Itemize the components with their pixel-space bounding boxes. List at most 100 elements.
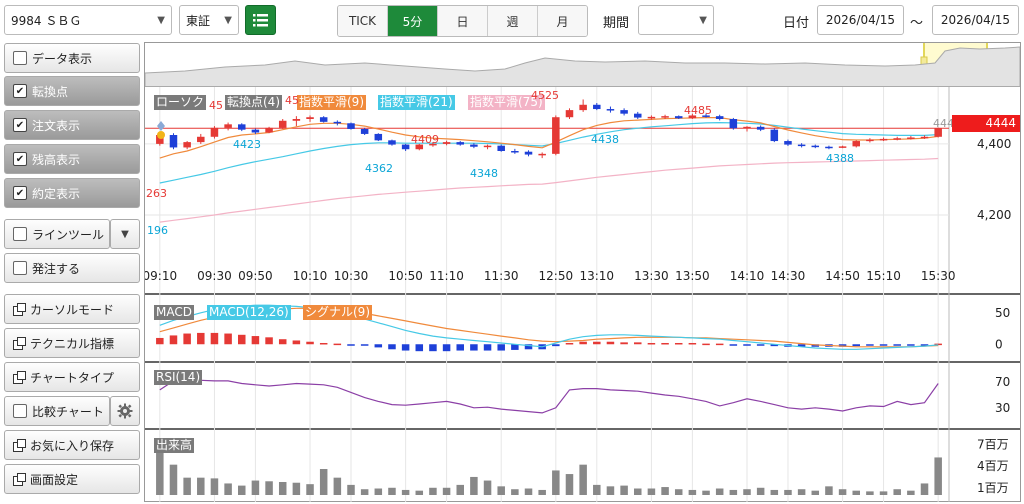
candle bbox=[442, 142, 451, 144]
volume-bar bbox=[920, 483, 929, 495]
period-select[interactable]: ▼ bbox=[638, 5, 714, 35]
macd-histogram-bar bbox=[565, 342, 574, 345]
technical-indicator-button[interactable]: テクニカル指標 bbox=[4, 328, 140, 358]
candle bbox=[920, 136, 929, 139]
tab-week[interactable]: 週 bbox=[488, 6, 538, 36]
volume-bar bbox=[606, 486, 615, 495]
volume-bar bbox=[497, 486, 505, 495]
macd-histogram-bar bbox=[374, 344, 383, 348]
date-to-input[interactable]: 2026/04/15 bbox=[932, 5, 1019, 35]
macd-histogram-bar bbox=[278, 339, 287, 345]
candle bbox=[347, 123, 355, 129]
macd-y-tick-label: 50 bbox=[995, 306, 1010, 320]
toggle-data-display[interactable]: データ表示 bbox=[4, 43, 140, 73]
sidebar-item-label: データ表示 bbox=[32, 51, 93, 66]
macd-histogram-bar bbox=[306, 341, 314, 345]
price-marker-label: 444 bbox=[933, 117, 954, 130]
x-tick-label: 09:30 bbox=[197, 269, 232, 283]
toggle-turning-points[interactable]: ✔ 転換点 bbox=[4, 76, 140, 106]
chart-type-button[interactable]: チャートタイプ bbox=[4, 362, 140, 392]
candle bbox=[401, 144, 410, 150]
macd-histogram-bar bbox=[524, 344, 533, 350]
tab-month[interactable]: 月 bbox=[538, 6, 587, 36]
date-from-input[interactable]: 2026/04/15 bbox=[817, 5, 904, 35]
volume-bar bbox=[251, 480, 260, 495]
candle bbox=[265, 127, 273, 133]
tab-day[interactable]: 日 bbox=[438, 6, 488, 36]
macd-histogram-bar bbox=[893, 344, 901, 346]
cursor-mode-button[interactable]: カーソルモード bbox=[4, 294, 140, 324]
turning-point-label: 4423 bbox=[233, 138, 261, 151]
volume-bar bbox=[470, 476, 478, 495]
volume-bar bbox=[797, 489, 806, 495]
macd-histogram-bar bbox=[920, 344, 929, 346]
volume-bar bbox=[934, 457, 942, 495]
volume-bar bbox=[197, 477, 205, 495]
x-tick-label: 13:30 bbox=[634, 269, 669, 283]
volume-bar bbox=[333, 477, 342, 495]
legend-turning-point: 転換点(4) bbox=[225, 95, 282, 110]
x-tick-label: 10:30 bbox=[334, 269, 369, 283]
tab-5min[interactable]: 5分 bbox=[388, 6, 438, 36]
candle bbox=[838, 146, 847, 148]
ema9-line bbox=[159, 117, 939, 159]
macd-histogram-bar bbox=[661, 342, 669, 345]
volume-bar bbox=[224, 483, 232, 495]
volume-bar bbox=[565, 474, 574, 495]
line-tool-dropdown-button[interactable]: ▼ bbox=[110, 219, 140, 249]
legend-volume: 出来高 bbox=[154, 438, 195, 453]
tab-tick[interactable]: TICK bbox=[338, 6, 388, 36]
volume-bar bbox=[456, 484, 464, 495]
candle bbox=[197, 136, 205, 143]
toggle-compare-chart[interactable]: 比較チャート bbox=[4, 396, 110, 426]
chart-panels[interactable]: 09:10 09:30 09:50 10:10 10:30 10:50 11:10 11:30… bbox=[145, 87, 1020, 502]
sidebar-item-label: 比較チャート bbox=[32, 404, 104, 419]
macd-histogram-bar bbox=[156, 337, 164, 345]
macd-histogram-bar bbox=[907, 344, 915, 346]
macd-histogram-bar bbox=[620, 342, 628, 345]
screen-settings-button[interactable]: 画面設定 bbox=[4, 464, 140, 494]
macd-histogram-bar bbox=[265, 337, 273, 345]
compare-settings-button[interactable] bbox=[110, 396, 140, 426]
sidebar-item-label: お気に入り保存 bbox=[30, 438, 115, 453]
turning-point-label: 4362 bbox=[365, 162, 393, 175]
list-menu-button[interactable] bbox=[245, 5, 276, 35]
volume-bar bbox=[907, 490, 915, 495]
symbol-value: 9984 ＳＢＧ bbox=[11, 13, 82, 28]
candle bbox=[579, 104, 587, 111]
x-tick-label: 10:10 bbox=[293, 269, 328, 283]
toggle-execution-display[interactable]: ✔ 約定表示 bbox=[4, 178, 140, 208]
x-tick-label: 11:10 bbox=[429, 269, 464, 283]
x-tick-label: 15:10 bbox=[866, 269, 901, 283]
macd-histogram-bar bbox=[169, 335, 178, 345]
checkbox-icon bbox=[13, 51, 27, 65]
sidebar-item-label: 約定表示 bbox=[32, 186, 81, 201]
candle bbox=[224, 124, 232, 128]
toggle-line-tool[interactable]: ラインツール bbox=[4, 219, 110, 249]
market-select[interactable]: 東証 ▼ bbox=[179, 5, 239, 35]
candle bbox=[497, 145, 505, 151]
checkmark-icon: ✔ bbox=[13, 84, 27, 98]
favorite-save-button[interactable]: お気に入り保存 bbox=[4, 430, 140, 460]
toggle-balance-display[interactable]: ✔ 残高表示 bbox=[4, 144, 140, 174]
turning-point-label: 4485 bbox=[684, 104, 712, 117]
symbol-select[interactable]: 9984 ＳＢＧ ▼ bbox=[4, 5, 172, 35]
macd-histogram-bar bbox=[756, 344, 765, 346]
candle bbox=[333, 121, 342, 124]
volume-bar bbox=[852, 490, 860, 495]
macd-histogram-bar bbox=[934, 343, 942, 346]
x-tick-label: 14:50 bbox=[825, 269, 860, 283]
toggle-order-display[interactable]: ✔ 注文表示 bbox=[4, 110, 140, 140]
candle bbox=[593, 104, 601, 110]
legend-ema75: 指数平滑(75) bbox=[468, 95, 545, 110]
candle bbox=[456, 142, 464, 145]
candle bbox=[306, 117, 314, 119]
volume-bar bbox=[278, 482, 287, 495]
turning-point-label: 45 bbox=[209, 99, 223, 112]
toggle-place-order[interactable]: 発注する bbox=[4, 253, 140, 283]
volume-bar bbox=[306, 484, 314, 495]
checkmark-icon: ✔ bbox=[13, 152, 27, 166]
overview-navigator[interactable] bbox=[145, 43, 1020, 87]
volume-bar bbox=[552, 470, 560, 495]
candle bbox=[606, 109, 615, 111]
